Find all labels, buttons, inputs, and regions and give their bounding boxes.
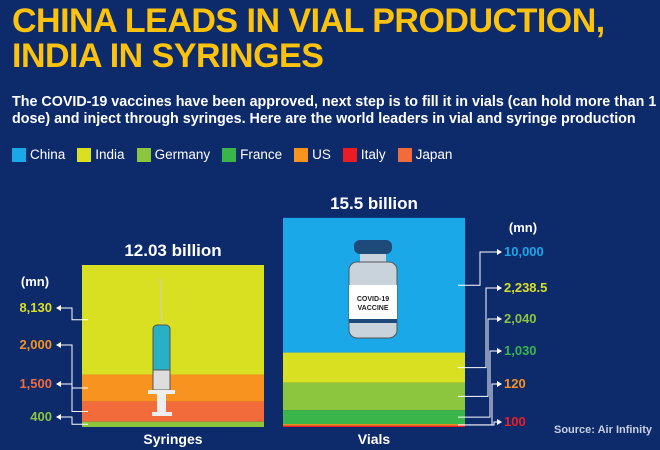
legend-item-japan: Japan — [397, 147, 453, 162]
legend-swatch — [222, 147, 237, 162]
barrel — [152, 324, 171, 381]
leader-line — [458, 318, 500, 397]
syringe-icon — [148, 277, 175, 416]
value-label-india: 8,130 — [19, 300, 52, 315]
title-line-2: INDIA IN SYRINGES — [12, 37, 324, 75]
legend-item-france: France — [222, 147, 282, 162]
bar-segment-france — [283, 410, 465, 425]
legend-label: Japan — [415, 147, 453, 162]
arrow-head — [497, 419, 502, 425]
value-label-france: 1,030 — [504, 343, 537, 358]
vial-label-text: VACCINE — [358, 305, 389, 312]
bar-segment-japan — [82, 401, 264, 422]
arrow-head — [497, 316, 502, 322]
legend-label: India — [95, 147, 125, 162]
arrow-head — [56, 342, 61, 348]
legend-swatch — [397, 147, 412, 162]
bar-segment-germany — [283, 382, 465, 411]
leader-line — [58, 416, 88, 425]
unit-label: (mn) — [509, 220, 537, 235]
arrow-head — [56, 305, 61, 311]
legend-item-italy: Italy — [342, 147, 386, 162]
bar-segment-us — [82, 374, 264, 402]
legend: China India Germany France US Italy Japan — [12, 147, 452, 162]
legend-label: US — [312, 147, 331, 162]
leader-line — [58, 307, 88, 321]
vial-label — [349, 285, 397, 319]
arrow-head — [497, 348, 502, 354]
value-label-japan: 1,500 — [19, 376, 52, 391]
barrel-base — [152, 369, 171, 391]
vial-body — [348, 261, 398, 339]
legend-item-india: India — [77, 147, 125, 162]
arrow-head — [497, 381, 502, 387]
leader-line — [58, 344, 88, 389]
bar-segment-us — [283, 424, 465, 426]
bar-segment-germany — [82, 421, 264, 427]
plunger-cap — [152, 412, 172, 416]
legend-label: France — [240, 147, 283, 162]
bar-segment-india — [283, 352, 465, 383]
arrow-head — [56, 381, 61, 387]
source-note: Source: Air Infinity — [554, 424, 653, 436]
vial-cap — [354, 240, 392, 254]
arrow-head — [497, 285, 502, 291]
value-label-us: 120 — [504, 376, 526, 391]
legend-swatch — [77, 147, 92, 162]
bar-segment-italy — [283, 425, 465, 427]
category-label: Syringes — [143, 431, 202, 447]
value-label-italy: 100 — [504, 414, 526, 429]
category-label: Vials — [358, 431, 391, 447]
legend-swatch — [12, 147, 26, 162]
total-label: 12.03 billion — [124, 241, 221, 260]
subtitle: The COVID-19 vaccines have been approved… — [12, 94, 657, 127]
leader-line — [458, 251, 500, 286]
legend-swatch — [294, 147, 309, 162]
plunger — [157, 394, 166, 412]
bar-segment-india — [82, 265, 264, 375]
bar-segment-china — [283, 217, 465, 353]
unit-label: (mn) — [21, 274, 49, 289]
legend-item-us: US — [294, 147, 331, 162]
arrow-head — [56, 414, 61, 420]
leader-line — [458, 287, 500, 369]
legend-swatch — [136, 147, 151, 162]
leader-line — [58, 383, 88, 413]
arrow-head — [497, 249, 502, 255]
page-title: CHINA LEADS IN VIAL PRODUCTION, INDIA IN… — [12, 4, 605, 74]
title-line-1: CHINA LEADS IN VIAL PRODUCTION, — [12, 2, 605, 40]
vial-neck — [360, 254, 386, 264]
value-label-germany: 400 — [30, 409, 52, 424]
leader-line — [458, 421, 500, 426]
vaccine-vial-icon — [348, 240, 398, 339]
leader-line — [458, 350, 500, 418]
legend-label: Italy — [360, 147, 386, 162]
vial-label-text: COVID-19 — [357, 296, 389, 303]
needle — [159, 277, 163, 326]
value-label-us: 2,000 — [19, 337, 52, 352]
legend-item-china: China — [12, 147, 65, 162]
total-label: 15.5 billion — [330, 194, 418, 213]
legend-item-germany: Germany — [136, 147, 211, 162]
value-label-india: 2,238.5 — [504, 280, 547, 295]
legend-label: China — [30, 147, 66, 162]
flange — [148, 390, 175, 394]
value-label-germany: 2,040 — [504, 311, 537, 326]
vial-band — [349, 319, 397, 323]
legend-label: Germany — [154, 147, 211, 162]
leader-line — [458, 383, 500, 426]
legend-swatch — [342, 147, 357, 162]
value-label-china: 10,000 — [504, 244, 544, 259]
